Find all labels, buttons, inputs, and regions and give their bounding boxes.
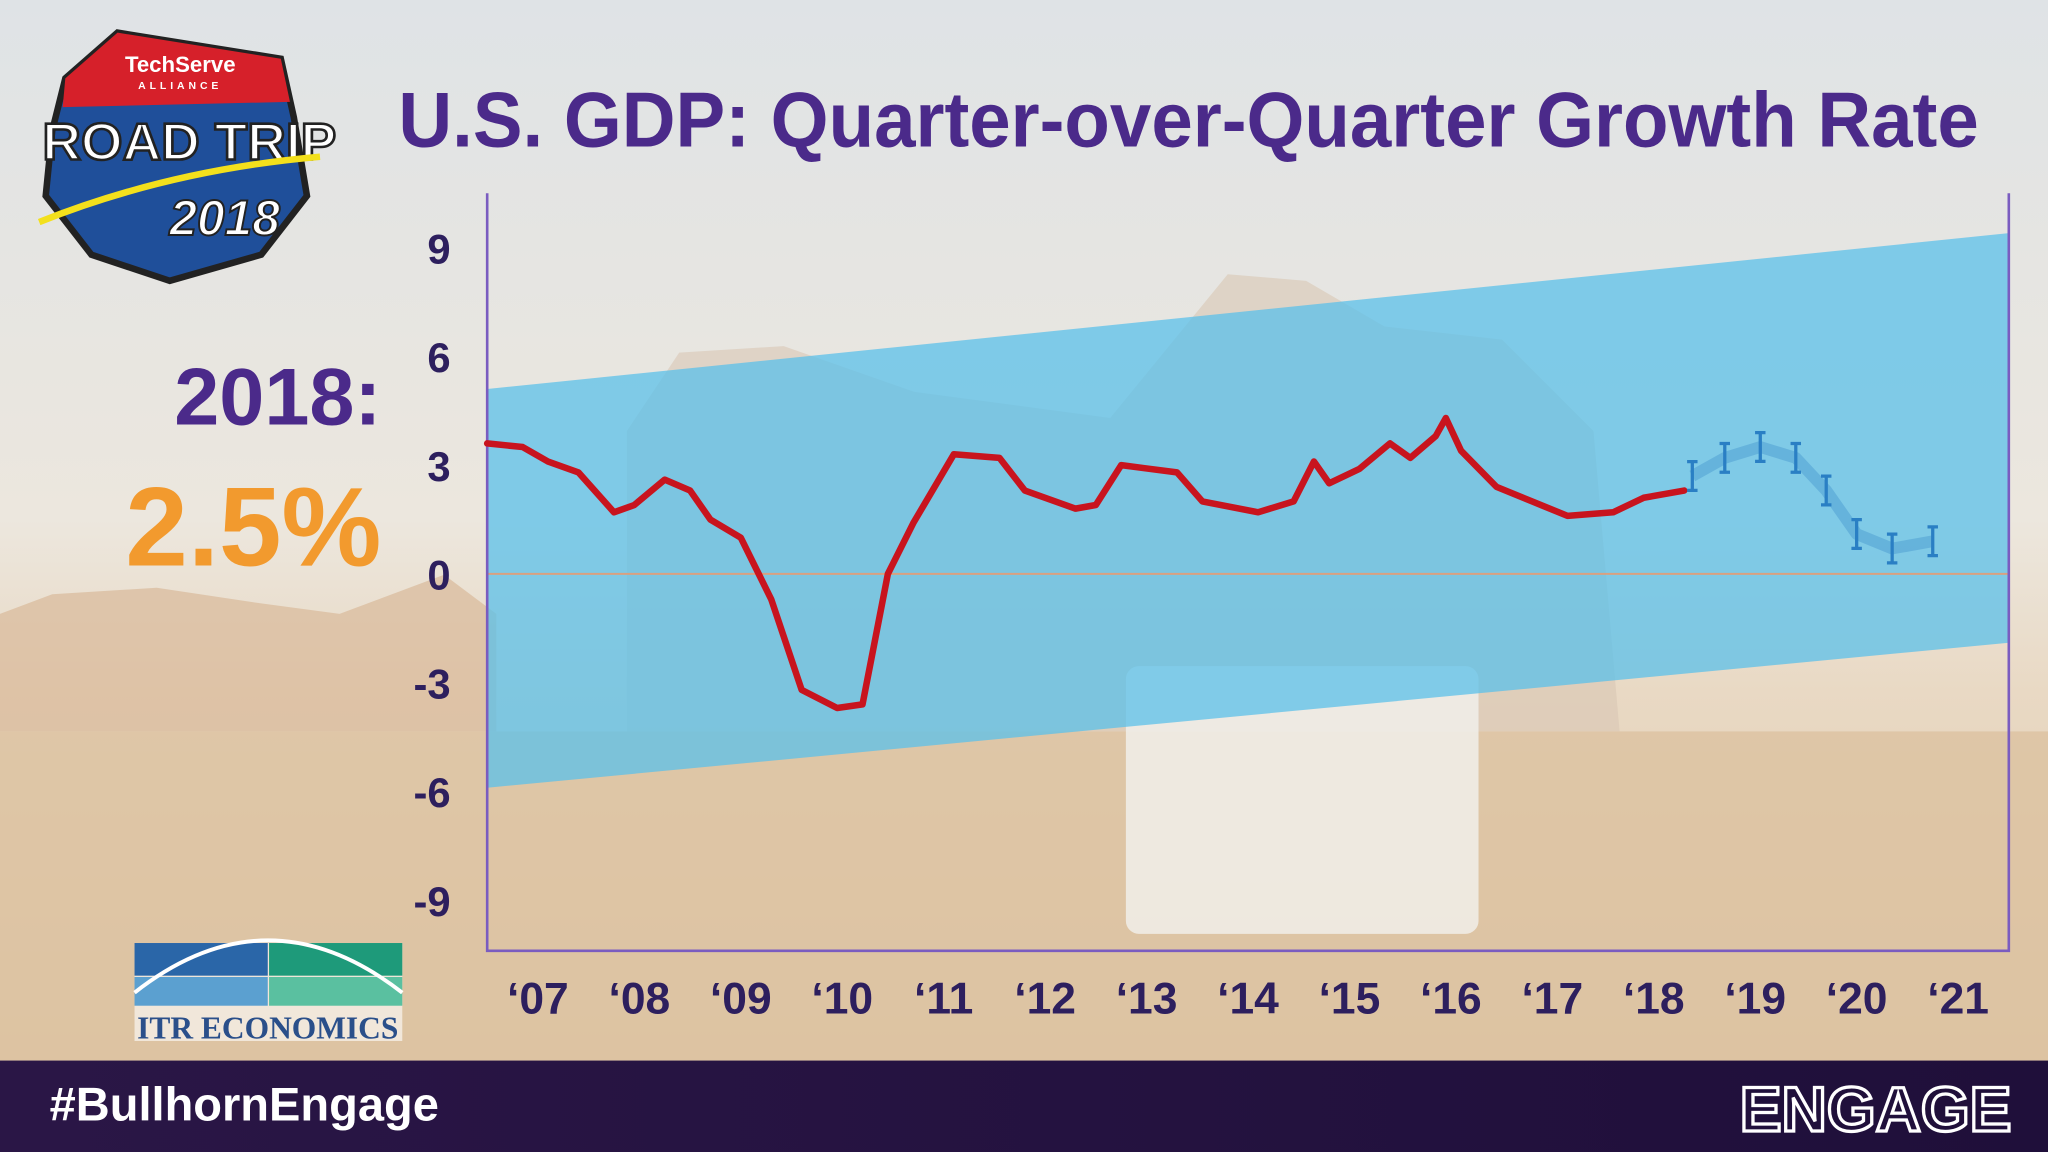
brand: ENGAGE: [1740, 1075, 2012, 1145]
itr-logo-block: [269, 976, 403, 1006]
footer-bar: [0, 1060, 2048, 1152]
forecast-marker: [1851, 518, 1862, 551]
y-tick-label: 3: [427, 443, 450, 490]
logo-text: ALLIANCE: [138, 81, 222, 92]
background-rock: [0, 574, 497, 732]
x-tick-label: ‘21: [1927, 975, 1989, 1024]
forecast-marker: [1820, 474, 1832, 507]
forecast-line: [1689, 441, 1934, 555]
y-tick-label: -9: [413, 878, 450, 925]
plot: -9 -6 -3 0 3 6 9 ‘07 ‘08 ‘09 ‘10 ‘11 ‘12 ‘13 ‘14 ‘15 ‘16…: [413, 193, 2011, 1024]
y-tick-label: -6: [413, 769, 450, 816]
x-tick-label: ‘19: [1724, 975, 1786, 1024]
gdp-line: [483, 414, 1688, 712]
axis-frame: [485, 193, 2011, 953]
x-tick-label: ‘18: [1623, 975, 1685, 1024]
logo-swoosh: [37, 153, 321, 226]
callout-label: 2018:: [174, 352, 381, 442]
background-rv: [1125, 666, 1479, 934]
y-tick-label: 0: [427, 552, 450, 599]
x-tick-label: ‘10: [811, 975, 873, 1024]
x-tick-label: ‘15: [1319, 975, 1381, 1024]
forecast-marker: [1927, 525, 1938, 558]
forecast-marker: [1719, 441, 1730, 474]
forecast-marker: [1755, 431, 1766, 464]
logo-text: 2018: [168, 190, 280, 246]
itr-logo-text: ITR ECONOMICS: [137, 1010, 398, 1045]
x-tick-label: ‘20: [1826, 975, 1888, 1024]
y-tick-label: -3: [413, 660, 450, 707]
itr-logo-block: [269, 943, 403, 976]
x-tick-label: ‘12: [1014, 975, 1076, 1024]
forecast-marker: [1790, 441, 1802, 474]
x-tick-label: ‘07: [507, 975, 569, 1024]
itr-logo-curve: [133, 938, 404, 995]
itr-logo-block: [134, 943, 268, 976]
x-tick-label: ‘11: [914, 975, 973, 1024]
x-tick-label: ‘17: [1521, 975, 1583, 1024]
x-tick-label: ‘16: [1420, 975, 1482, 1024]
y-tick-label: 9: [427, 225, 450, 272]
y-tick-label: 6: [427, 334, 450, 381]
forecast-marker: [1886, 532, 1898, 565]
shield-top: [62, 32, 290, 108]
itr-logo-block: [134, 976, 268, 1006]
hashtag: #BullhornEngage: [50, 1078, 439, 1131]
forecast-marker: [1687, 460, 1698, 493]
x-tick-label: ‘09: [710, 975, 772, 1024]
chart-title: U.S. GDP: Quarter-over-Quarter Growth Ra…: [398, 75, 1978, 163]
x-tick-label: ‘08: [608, 975, 670, 1024]
x-tick-label: ‘13: [1116, 975, 1178, 1024]
x-tick-label: ‘14: [1217, 975, 1279, 1024]
callout-value: 2.5%: [125, 464, 381, 590]
logo-text: TechServe: [125, 52, 236, 77]
